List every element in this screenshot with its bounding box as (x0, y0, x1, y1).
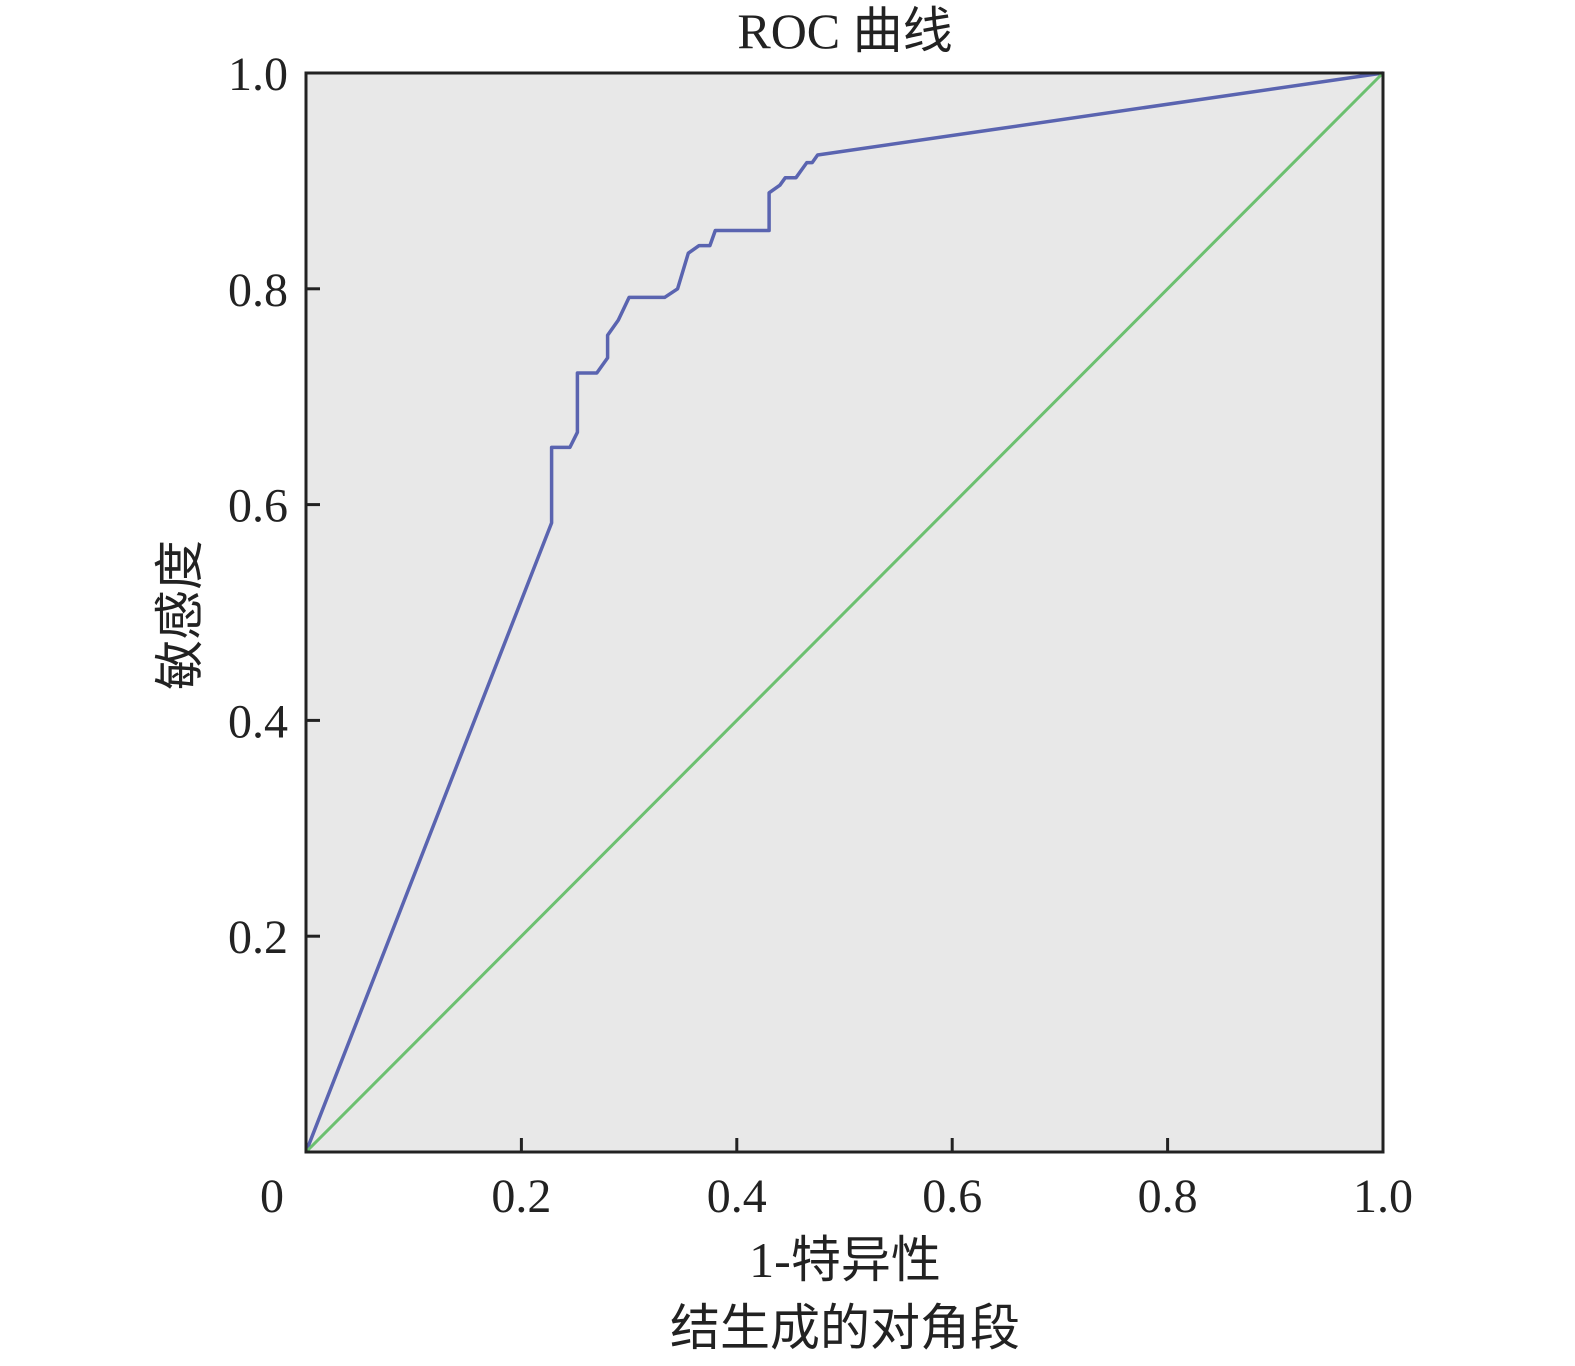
plot-frame (304, 71, 1385, 1154)
x-tick-label: 0.4 (707, 1170, 767, 1223)
y-tick-label: 0.2 (228, 911, 288, 964)
diagonal-footnote: 结生成的对角段 (670, 1300, 1020, 1356)
x-tick-label: 1.0 (1353, 1170, 1413, 1223)
y-tick-label: 0.6 (228, 480, 288, 533)
x-axis-label: 1-特异性 (749, 1232, 941, 1288)
y-axis-label: 敏感度 (152, 540, 208, 690)
ticks-layer: 0.2 0.4 0.6 0.8 1.0 0.2 0.4 0.6 0.8 1.0 (228, 48, 1413, 1223)
series-layer (304, 71, 1385, 1154)
y-tick-label: 0.8 (228, 264, 288, 317)
y-tick-label: 1.0 (228, 48, 288, 101)
x-tick-label: 0.2 (491, 1170, 551, 1223)
x-tick-label: 0.6 (922, 1170, 982, 1223)
roc-curve-line (304, 71, 1384, 1153)
y-tick-label: 0.4 (228, 695, 288, 748)
x-tick-label: 0.8 (1138, 1170, 1198, 1223)
chart-title: ROC 曲线 (737, 3, 952, 59)
reference-diagonal-line (304, 71, 1385, 1154)
origin-tick-label: 0 (260, 1170, 284, 1223)
